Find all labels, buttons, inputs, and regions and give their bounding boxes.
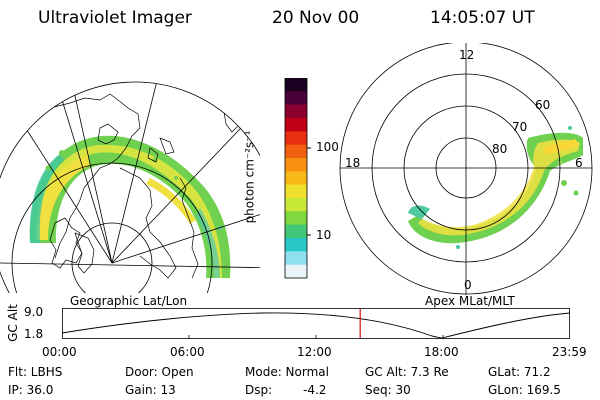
mlat-ring-80: 80: [492, 142, 508, 156]
app-title: Ultraviolet Imager: [38, 8, 192, 28]
mlt-label-right: 6: [575, 156, 583, 170]
status-gain: Gain: 13: [125, 383, 176, 397]
mlt-label-top: 12: [459, 48, 475, 62]
right-aurora-band: [408, 126, 583, 249]
status-dsp-value: -4.2: [303, 383, 327, 397]
colorbar-tick-100: 100: [316, 140, 339, 154]
right-map-caption: Apex MLat/MLT: [425, 294, 515, 308]
timeline-tick-1800: 18:00: [424, 345, 459, 359]
status-gc-alt: GC Alt: 7.3 Re: [365, 365, 449, 379]
geographic-map: [0, 81, 260, 293]
colorbar-swatch: [285, 211, 307, 226]
colorbar-swatch: [285, 144, 307, 159]
colorbar-tick-10: 10: [316, 228, 332, 242]
status-ip: IP: 36.0: [8, 383, 54, 397]
colorbar-swatch: [285, 91, 307, 106]
mlt-label-bottom: 0: [464, 278, 472, 292]
status-glat: GLat: 71.2: [488, 365, 551, 379]
colorbar-swatch: [285, 238, 307, 252]
header-time: 14:05:07 UT: [430, 8, 535, 28]
colorbar-swatch: [285, 198, 307, 212]
apex-map: [339, 43, 593, 295]
timeline-y-bottom: 1.8: [24, 327, 44, 341]
status-dsp: Dsp:: [245, 383, 273, 397]
timeline-tick-2359: 23:59: [552, 345, 587, 359]
colorbar-swatch: [285, 78, 307, 92]
mlt-label-left: 18: [345, 156, 361, 170]
timeline-plot: [62, 308, 571, 339]
colorbar-swatch: [285, 104, 307, 119]
colorbar-swatch: [285, 158, 307, 172]
colorbar-swatch: [285, 131, 307, 146]
timeline-y-top: 9.0: [24, 305, 44, 319]
timeline-tick-0000: 00:00: [42, 345, 77, 359]
timeline-tick-0600: 06:00: [170, 345, 205, 359]
left-aurora-band: [29, 135, 231, 278]
colorbar-swatch: [285, 224, 307, 239]
status-door: Door: Open: [125, 365, 194, 379]
colorbar-gradient: [285, 78, 307, 279]
status-seq: Seq: 30: [365, 383, 411, 397]
apex-grid: [339, 43, 593, 295]
colorbar-swatch: [285, 184, 307, 199]
left-coastlines: [49, 93, 241, 279]
status-glon: GLon: 169.5: [488, 383, 561, 397]
mlat-ring-70: 70: [512, 120, 528, 134]
colorbar-swatch: [285, 171, 307, 186]
colorbar-swatch: [285, 264, 307, 279]
status-mode: Mode: Normal: [245, 365, 329, 379]
gc-altitude-curve: [62, 312, 571, 339]
status-flt: Flt: LBHS: [8, 365, 63, 379]
colorbar-label: photon cm⁻²s⁻¹: [242, 130, 257, 224]
colorbar: [284, 78, 311, 279]
mlat-ring-60: 60: [535, 98, 551, 112]
colorbar-swatch: [285, 118, 307, 132]
timeline-axis-label: GC Alt: [5, 304, 20, 342]
colorbar-swatch: [285, 251, 307, 266]
timeline-tick-1200: 12:00: [297, 345, 332, 359]
left-map-caption: Geographic Lat/Lon: [70, 294, 188, 308]
header-date: 20 Nov 00: [272, 8, 360, 28]
